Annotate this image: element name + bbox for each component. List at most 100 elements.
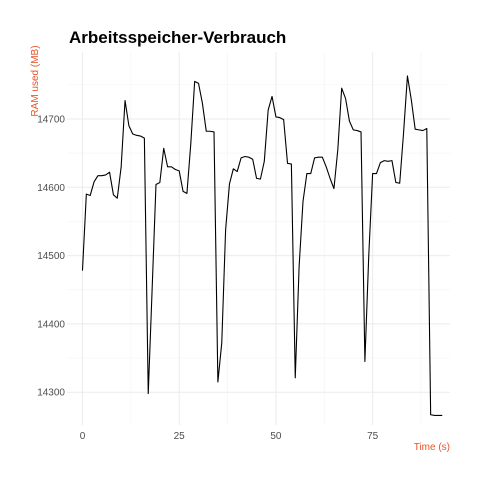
data-point — [376, 173, 377, 174]
data-point — [171, 166, 172, 167]
data-point — [225, 229, 226, 230]
data-point — [399, 183, 400, 184]
y-tick-label: 14500 — [37, 251, 65, 262]
data-point — [415, 129, 416, 130]
data-point — [117, 198, 118, 199]
data-point — [411, 99, 412, 100]
data-point — [341, 88, 342, 89]
data-point — [295, 377, 296, 378]
y-tick-label: 14700 — [37, 114, 65, 125]
data-point — [388, 161, 389, 162]
data-point — [163, 148, 164, 149]
data-point — [322, 157, 323, 158]
data-point — [364, 361, 365, 362]
y-axis-label: RAM used (MB) — [30, 45, 41, 116]
x-tick-label: 25 — [174, 431, 186, 442]
data-point — [395, 182, 396, 183]
data-point — [407, 75, 408, 76]
data-point — [233, 168, 234, 169]
x-tick-label: 50 — [270, 431, 282, 442]
data-point — [368, 255, 369, 256]
data-point — [283, 119, 284, 120]
data-point — [152, 289, 153, 290]
x-axis-ticks: 0 25 50 75 — [80, 431, 379, 442]
data-point — [213, 131, 214, 132]
data-point — [237, 171, 238, 172]
data-point — [90, 195, 91, 196]
data-point — [326, 166, 327, 167]
data-point — [202, 103, 203, 104]
data-point — [248, 157, 249, 158]
data-point — [190, 143, 191, 144]
data-point — [252, 159, 253, 160]
data-point — [333, 188, 334, 189]
data-point — [291, 163, 292, 164]
y-axis-ticks: 14300 14400 14500 14600 14700 — [37, 114, 65, 398]
data-point — [430, 414, 431, 415]
data-point — [124, 100, 125, 101]
data-point — [418, 129, 419, 130]
y-tick-label: 14300 — [37, 388, 65, 399]
data-point — [442, 415, 443, 416]
x-tick-label: 75 — [367, 431, 379, 442]
data-point — [175, 169, 176, 170]
data-point — [299, 266, 300, 267]
y-tick-label: 14400 — [37, 319, 65, 330]
data-point — [109, 172, 110, 173]
data-point — [353, 129, 354, 130]
data-point — [186, 193, 187, 194]
data-point — [240, 157, 241, 158]
ram-series-line — [81, 75, 443, 416]
data-point — [426, 128, 427, 129]
data-point — [314, 157, 315, 158]
data-point — [148, 393, 149, 394]
data-point — [391, 160, 392, 161]
data-point — [302, 201, 303, 202]
chart-title: Arbeitsspeicher-Verbrauch — [69, 28, 286, 47]
data-point — [275, 116, 276, 117]
data-point — [434, 415, 435, 416]
data-point — [144, 137, 145, 138]
data-point — [256, 178, 257, 179]
data-point — [97, 175, 98, 176]
data-point — [132, 133, 133, 134]
data-point — [82, 270, 83, 271]
data-point — [438, 415, 439, 416]
data-point — [194, 81, 195, 82]
data-point — [318, 157, 319, 158]
data-point — [155, 184, 156, 185]
data-point — [264, 161, 265, 162]
data-point — [121, 166, 122, 167]
data-point — [93, 181, 94, 182]
data-point — [206, 131, 207, 132]
data-point — [345, 98, 346, 99]
data-point — [86, 193, 87, 194]
data-point — [229, 183, 230, 184]
ram-series-points — [82, 75, 443, 416]
data-point — [357, 130, 358, 131]
data-point — [159, 182, 160, 183]
data-point — [384, 160, 385, 161]
data-point — [422, 130, 423, 131]
data-point — [128, 125, 129, 126]
data-point — [221, 342, 222, 343]
data-point — [287, 163, 288, 164]
data-point — [403, 132, 404, 133]
data-point — [179, 170, 180, 171]
data-point — [271, 96, 272, 97]
data-point — [279, 117, 280, 118]
data-point — [198, 83, 199, 84]
data-point — [310, 173, 311, 174]
data-point — [105, 174, 106, 175]
x-tick-label: 0 — [80, 431, 86, 442]
data-point — [140, 135, 141, 136]
data-point — [217, 381, 218, 382]
data-point — [306, 173, 307, 174]
data-point — [167, 166, 168, 167]
data-point — [101, 175, 102, 176]
x-axis-label: Time (s) — [414, 442, 450, 453]
data-point — [380, 162, 381, 163]
data-point — [268, 109, 269, 110]
data-point — [136, 135, 137, 136]
data-point — [329, 178, 330, 179]
